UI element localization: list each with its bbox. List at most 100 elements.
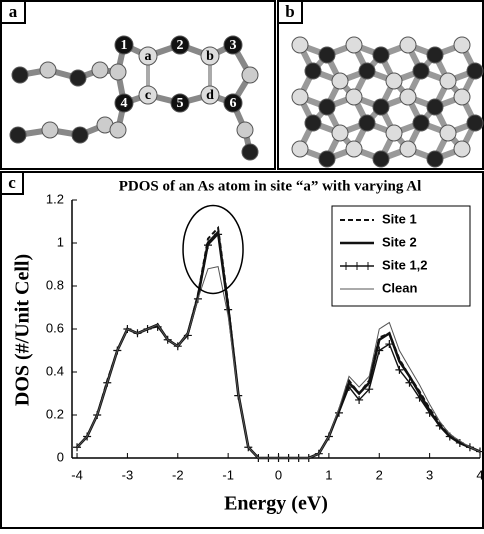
structure-a: 1 a 2 b 3 4 c 5 d 6 — [9, 35, 259, 161]
atom-label: 5 — [177, 96, 184, 111]
atom — [109, 63, 127, 81]
atom — [223, 93, 243, 113]
data-marker — [425, 408, 434, 417]
atom — [291, 36, 309, 54]
panel-label-box — [0, 0, 26, 24]
atom — [69, 69, 87, 87]
atom — [426, 46, 444, 64]
plot-area: 0 0.2 0.4 0.6 0.8 1 1.2 -4 -3 -2 -1 0 1 2 3 4 Site 1 Site… — [46, 191, 484, 482]
atom — [453, 140, 471, 158]
atom — [318, 98, 336, 116]
atom — [9, 126, 27, 144]
structure-b — [291, 36, 484, 168]
data-marker — [224, 305, 233, 314]
atom — [358, 62, 376, 80]
atom — [426, 98, 444, 116]
chart-title: PDOS of an As atom in site “a” with vary… — [119, 178, 422, 194]
atom — [114, 35, 134, 55]
y-tick-label: 0 — [57, 449, 64, 464]
x-tick-label: 0 — [275, 467, 282, 482]
atom — [114, 93, 134, 113]
atom — [372, 98, 390, 116]
y-axis-label: DOS (#/Unit Cell) — [12, 254, 34, 406]
atom — [466, 114, 484, 132]
atom-label: c — [145, 88, 151, 103]
legend-label: Site 2 — [382, 234, 417, 249]
legend-label: Site 1,2 — [382, 257, 428, 272]
atom — [138, 46, 158, 66]
atom — [71, 126, 89, 144]
atom — [138, 85, 158, 105]
atom — [318, 46, 336, 64]
atom-label: a — [145, 49, 152, 64]
x-axis-label: Energy (eV) — [224, 493, 328, 515]
panel-label: a — [9, 2, 18, 21]
atom — [11, 66, 29, 84]
atom — [200, 85, 220, 105]
atom — [372, 46, 390, 64]
panel-label: c — [8, 173, 16, 192]
highlight-ellipse — [182, 204, 244, 295]
x-tick-label: 3 — [426, 467, 433, 482]
atom — [109, 121, 127, 139]
atom — [385, 72, 403, 90]
y-tick-label: 1 — [57, 234, 64, 249]
atom — [241, 143, 259, 161]
y-tick-label: 1.2 — [46, 191, 64, 206]
y-tick-label: 0.8 — [46, 277, 64, 292]
atom — [439, 72, 457, 90]
data-marker — [355, 395, 364, 404]
atom — [241, 66, 259, 84]
data-marker — [73, 443, 82, 452]
y-tick-label: 0.4 — [46, 363, 64, 378]
x-tick-label: 4 — [476, 467, 483, 482]
data-marker — [415, 393, 424, 402]
atom — [453, 36, 471, 54]
atom — [39, 61, 57, 79]
atom — [412, 62, 430, 80]
data-marker — [365, 385, 374, 394]
atom — [304, 114, 322, 132]
atom — [399, 140, 417, 158]
panel-label-box — [0, 171, 24, 195]
atom — [91, 61, 109, 79]
atom — [453, 88, 471, 106]
data-marker — [395, 365, 404, 374]
atom-label: 1 — [121, 38, 128, 53]
panel-a-frame — [0, 0, 276, 170]
atom — [345, 36, 363, 54]
data-marker — [405, 378, 414, 387]
panel-b-frame — [277, 0, 484, 170]
panel-c-frame — [0, 171, 484, 529]
data-marker — [435, 421, 444, 430]
data-marker — [334, 408, 343, 417]
atom — [331, 124, 349, 142]
atom — [385, 124, 403, 142]
atom-label: b — [206, 49, 214, 64]
y-tick-label: 0.6 — [46, 320, 64, 335]
atom — [466, 62, 484, 80]
data-marker — [214, 230, 223, 239]
atom-label: 6 — [230, 96, 237, 111]
atom — [236, 121, 254, 139]
atom-label: 2 — [177, 38, 184, 53]
atom — [399, 36, 417, 54]
x-tick-label: -4 — [71, 467, 83, 482]
data-line — [76, 266, 481, 459]
atom — [345, 88, 363, 106]
atom — [331, 72, 349, 90]
atom — [200, 46, 220, 66]
atom — [170, 35, 190, 55]
x-tick-label: -2 — [172, 467, 184, 482]
atom-label: 4 — [121, 96, 128, 111]
atom — [439, 124, 457, 142]
atom — [412, 114, 430, 132]
atom — [291, 140, 309, 158]
x-tick-label: 2 — [376, 467, 383, 482]
atom — [304, 62, 322, 80]
atom-label: d — [206, 88, 214, 103]
y-tick-label: 0.2 — [46, 406, 64, 421]
data-marker — [345, 383, 354, 392]
